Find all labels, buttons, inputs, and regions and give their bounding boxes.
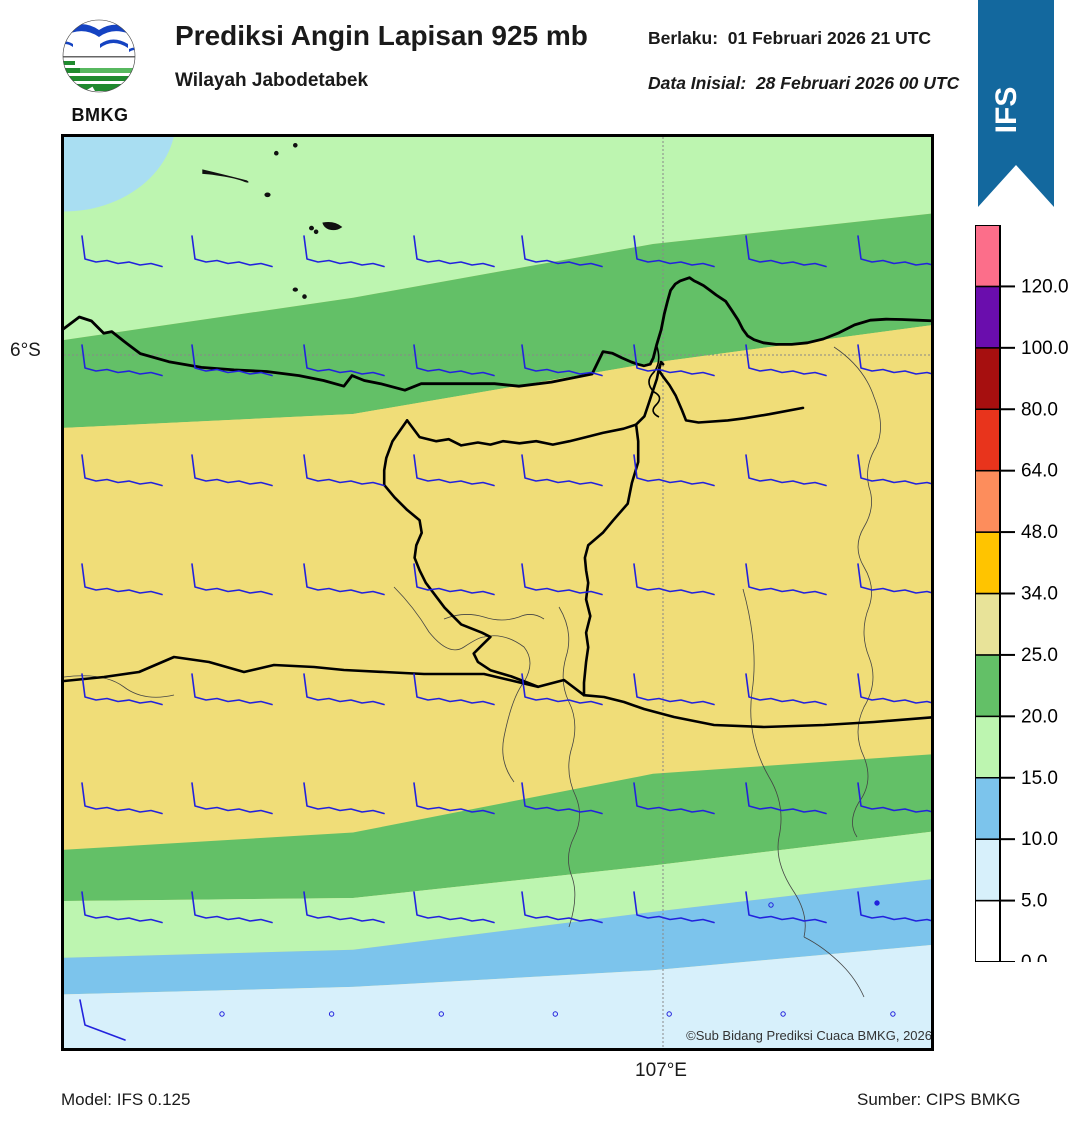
svg-text:20.0: 20.0 [1021, 706, 1058, 727]
svg-text:10.0: 10.0 [1021, 829, 1058, 850]
svg-text:120.0: 120.0 [1021, 276, 1069, 297]
svg-text:48.0: 48.0 [1021, 522, 1058, 543]
svg-text:©Sub Bidang Prediksi Cuaca BMK: ©Sub Bidang Prediksi Cuaca BMKG, 2026 [686, 1028, 932, 1043]
svg-text:15.0: 15.0 [1021, 768, 1058, 789]
svg-text:25.0: 25.0 [1021, 645, 1058, 666]
svg-text:80.0: 80.0 [1021, 399, 1058, 420]
svg-text:100.0: 100.0 [1021, 338, 1069, 359]
svg-text:64.0: 64.0 [1021, 461, 1058, 482]
svg-text:0.0: 0.0 [1021, 952, 1047, 962]
svg-text:5.0: 5.0 [1021, 891, 1047, 912]
svg-text:34.0: 34.0 [1021, 584, 1058, 605]
svg-text:IFS: IFS [990, 87, 1023, 134]
